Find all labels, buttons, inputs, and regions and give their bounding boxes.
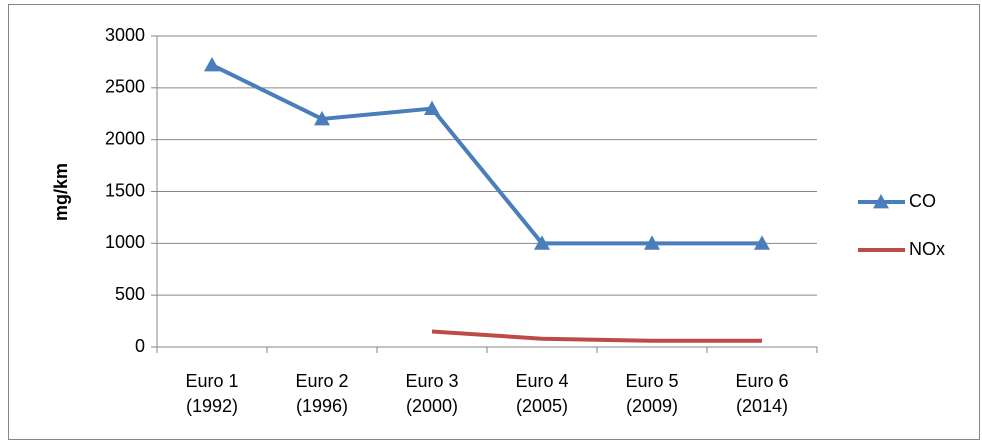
y-tick-label: 0 xyxy=(135,336,145,356)
chart-border xyxy=(8,4,980,440)
marker xyxy=(204,57,220,72)
y-tick-label: 3000 xyxy=(105,25,145,45)
y-tick-label: 2500 xyxy=(105,77,145,97)
y-tick-label: 1000 xyxy=(105,232,145,252)
marker xyxy=(534,235,550,250)
marker xyxy=(314,110,330,126)
legend-label: CO xyxy=(909,191,936,211)
x-tick-label: Euro 6 (2014) xyxy=(735,371,789,416)
series-line xyxy=(211,63,762,246)
x-tick-label: Euro 5 (2009) xyxy=(625,371,679,416)
x-tick-label: Euro 4 (2005) xyxy=(515,371,569,416)
marker xyxy=(424,100,440,115)
y-tick-label: 2000 xyxy=(105,128,145,148)
y-tick-label: 500 xyxy=(115,284,145,304)
legend-label: NOx xyxy=(909,239,945,259)
y-tick-label: 1500 xyxy=(105,180,145,200)
y-axis-label: mg/km xyxy=(51,163,71,221)
x-tick-label: Euro 3 (2000) xyxy=(405,371,459,416)
series-line xyxy=(431,329,762,343)
x-tick-label: Euro 1 (1992) xyxy=(185,371,239,416)
marker xyxy=(754,235,770,250)
marker xyxy=(644,235,660,250)
legend-marker xyxy=(873,194,889,209)
x-tick-label: Euro 2 (1996) xyxy=(295,371,349,416)
